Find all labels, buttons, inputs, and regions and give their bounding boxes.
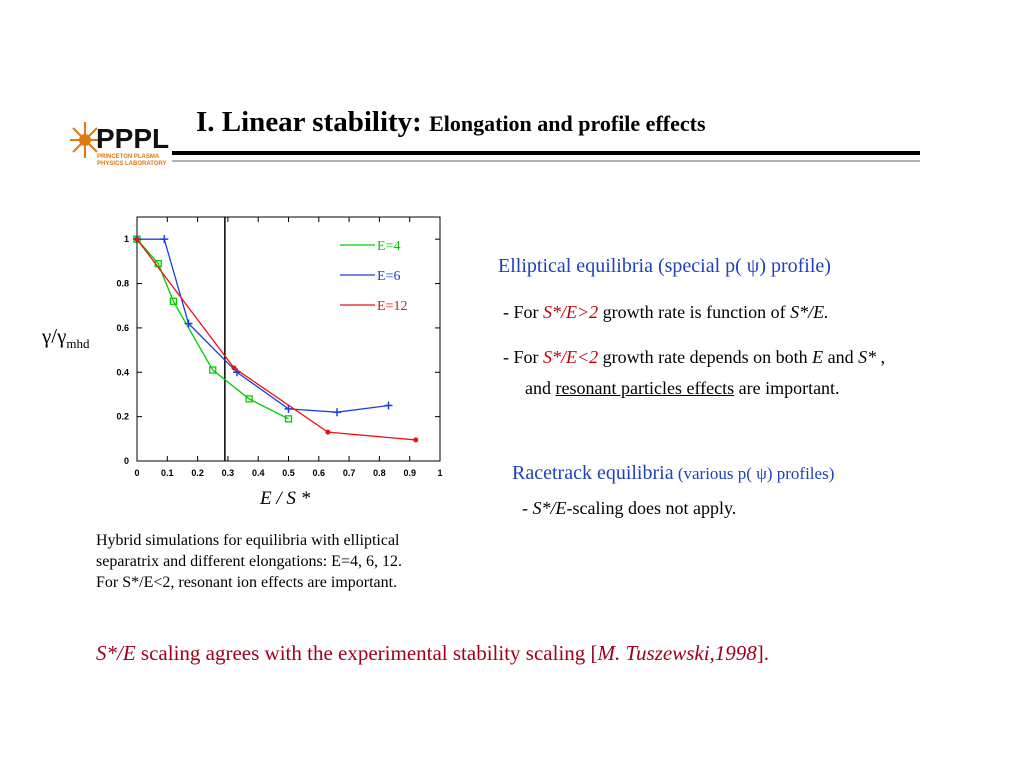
x-tick-label: 0.1: [161, 468, 174, 478]
logo-sub: PRINCETON PLASMA: [97, 154, 160, 160]
x-tick-label: 0.7: [343, 468, 356, 478]
point: [284, 404, 293, 413]
point: [332, 408, 341, 417]
text: ].: [756, 641, 770, 665]
x-tick-label: 0: [134, 468, 139, 478]
x-tick-label: 1: [437, 468, 442, 478]
y-label-sub: mhd: [66, 336, 90, 352]
bullet: - For S*/E>2 growth rate is function of …: [503, 302, 829, 323]
text: - For: [503, 347, 543, 367]
point: [134, 236, 140, 242]
text: growth rate depends on both: [598, 347, 813, 367]
series-line: [136, 238, 416, 441]
x-tick-label: 0.3: [222, 468, 235, 478]
y-label: γ/γ: [42, 324, 67, 348]
caption-line: For S*/E<2, resonant ion effects are imp…: [96, 574, 398, 591]
elliptical-heading: Elliptical equilibria (special p( ψ) pro…: [498, 255, 831, 277]
legend-label: E=4: [377, 239, 400, 254]
point: [413, 437, 419, 443]
point: [384, 401, 393, 410]
y-tick-label: 0.2: [116, 412, 129, 422]
title: I. Linear stability: Elongation and prof…: [196, 106, 706, 139]
text: - For: [503, 302, 543, 322]
y-tick-label: 0.4: [116, 367, 129, 377]
text: and: [823, 347, 859, 367]
text: (various p( ψ) profiles): [673, 464, 835, 483]
logo-core: [79, 134, 91, 146]
text: S*/E: [96, 641, 136, 665]
text: E: [812, 347, 824, 367]
text: S*/E.: [790, 302, 829, 322]
caption-line: separatrix and different elongations: E=…: [96, 553, 402, 570]
y-tick-label: 0.6: [116, 323, 129, 333]
point: [169, 297, 178, 305]
point: [231, 365, 237, 371]
text: S*/E>2: [543, 302, 599, 322]
bullet-cont: and resonant particles effects are impor…: [525, 378, 840, 399]
racetrack-heading: Racetrack equilibria (various p( ψ) prof…: [512, 462, 834, 485]
y-tick-label: 0.8: [116, 279, 129, 289]
series-line: [136, 238, 289, 420]
plot: 0 0.1 0.2 0.3 0.4 0.5 0.6 0.7 0.8 0.9 1 0 0.2 0.4 0.6 0…: [116, 216, 443, 478]
conclusion: S*/E scaling agrees with the experimenta…: [96, 641, 769, 666]
point: [325, 429, 331, 435]
series-line: [137, 238, 389, 413]
point: [160, 235, 169, 244]
text: S*/E<2: [543, 347, 599, 367]
y-axis-label: γ/γmhd: [42, 324, 90, 352]
bullet: - For S*/E<2 growth rate depends on both…: [503, 347, 885, 368]
text: -scaling does not apply.: [566, 498, 737, 518]
text: growth rate is function of: [598, 302, 791, 322]
bullet: - S*/E-scaling does not apply.: [522, 498, 736, 519]
y-tick-label: 1: [124, 234, 129, 244]
text: S*: [858, 347, 877, 367]
x-tick-label: 0.6: [313, 468, 326, 478]
text: Racetrack equilibria: [512, 462, 674, 484]
x-tick-label: 0.4: [252, 468, 265, 478]
title-sub: Elongation and profile effects: [429, 111, 706, 136]
point: [184, 319, 193, 328]
logo-sub: PHYSICS LABORATORY: [97, 161, 167, 167]
x-tick-label: 0.5: [282, 468, 295, 478]
x-tick-label: 0.2: [191, 468, 204, 478]
text: are important.: [734, 378, 840, 398]
text: -: [522, 498, 533, 518]
text: scaling agrees with the experimental sta…: [135, 641, 598, 665]
title-main: I. Linear stability:: [196, 106, 422, 138]
caption-line: Hybrid simulations for equilibria with e…: [96, 532, 400, 549]
text: resonant particles effects: [555, 378, 735, 398]
text: M. Tuszewski,1998: [597, 641, 757, 665]
point: [245, 395, 253, 403]
legend-label: E=6: [377, 269, 400, 284]
x-tick-label: 0.8: [373, 468, 386, 478]
logo-text: PPPL: [96, 123, 169, 154]
caption: Hybrid simulations for equilibria with e…: [96, 530, 402, 593]
x-tick-label: 0.9: [403, 468, 416, 478]
point: [284, 415, 293, 423]
legend-label: E=12: [377, 299, 407, 314]
text: and: [525, 378, 556, 398]
text: ,: [876, 347, 886, 367]
x-axis-label: E / S *: [260, 488, 311, 509]
point: [209, 366, 217, 374]
y-tick-label: 0: [124, 456, 129, 466]
text: S*/E: [532, 498, 567, 518]
logo: PPPL PRINCETON PLASMA PHYSICS LABORATORY: [70, 122, 169, 167]
